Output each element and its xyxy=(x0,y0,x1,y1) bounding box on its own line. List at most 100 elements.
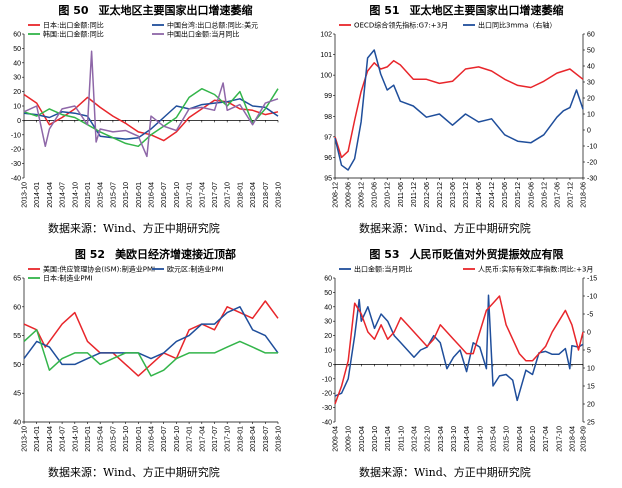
legend-entry: 韩国:出口金额:同比 xyxy=(43,30,104,39)
y-tick-label: 100 xyxy=(320,73,332,80)
y2-tick-label: 0 xyxy=(587,330,591,337)
x-tick-label: 2015-04 xyxy=(98,182,105,208)
y-tick-label: 96 xyxy=(324,155,332,162)
x-tick-label: 2015-04 xyxy=(490,426,497,452)
x-tick-label: 2018-01 xyxy=(237,426,244,452)
y2-tick-label: -15 xyxy=(587,276,597,283)
chart-panel-3: 图 52 美欧日经济增速接近顶部 40 45 50 55 60 65 2013-10 2014-… xyxy=(0,244,311,488)
x-tick-label: 2018-07 xyxy=(263,426,270,452)
y2-tick-label: 60 xyxy=(587,32,595,39)
x-tick-label: 2018-04 xyxy=(250,182,257,208)
y-tick-label: 0 xyxy=(17,118,21,125)
y-tick-label: -10 xyxy=(322,376,332,383)
legend-entry: 中国出口金额:当月同比 xyxy=(167,30,239,39)
line-chart: -40 -30 -20 -10 0 10 20 30 40 50 60 2013-10 2014-01 2… xyxy=(11,21,283,208)
y2-tick-label: 0 xyxy=(587,128,591,135)
x-tick-label: 2010-06 xyxy=(372,182,379,208)
x-tick-label: 2016-12 xyxy=(541,182,548,208)
x-tick-label: 2012-12 xyxy=(437,182,444,208)
x-tick-label: 2014-07 xyxy=(60,426,67,452)
y-tick-label: -20 xyxy=(11,147,21,154)
y2-tick-label: 10 xyxy=(587,366,595,373)
y2-tick-label: -5 xyxy=(587,312,593,319)
x-tick-label: 2015-10 xyxy=(504,426,511,452)
x-tick-label: 2009-04 xyxy=(333,426,340,452)
x-tick-label: 2014-06 xyxy=(476,182,483,208)
x-tick-label: 2016-07 xyxy=(161,426,168,452)
x-tick-label: 2018-04 xyxy=(569,426,576,452)
y-tick-label: 60 xyxy=(13,304,21,311)
x-tick-label: 2017-07 xyxy=(212,182,219,208)
x-tick-label: 2011-04 xyxy=(385,426,392,451)
y-tick-label: 40 xyxy=(13,60,21,67)
legend-entry: 美国:供应管理协会(ISM):制造业PMI xyxy=(43,265,155,274)
x-tick-label: 2012-06 xyxy=(424,182,431,208)
x-tick-label: 2018-01 xyxy=(237,182,244,208)
x-tick-label: 2009-06 xyxy=(346,182,353,208)
x-tick-label: 2016-10 xyxy=(530,426,537,452)
y-tick-label: 30 xyxy=(13,75,21,82)
x-tick-label: 2011-12 xyxy=(411,182,418,207)
y2-tick-label: -10 xyxy=(587,144,597,151)
y-tick-label: -40 xyxy=(322,420,332,427)
series-line xyxy=(334,49,584,171)
source-note: 数据来源：Wind、方正中期研究院 xyxy=(48,222,220,235)
x-tick-label: 2017-04 xyxy=(199,182,206,208)
series-line xyxy=(334,59,584,159)
y2-tick-label: -30 xyxy=(587,176,597,183)
x-tick-label: 2016-04 xyxy=(149,426,156,452)
y2-tick-label: 50 xyxy=(587,48,595,55)
y-tick-label: 102 xyxy=(320,32,332,39)
x-tick-label: 2014-01 xyxy=(34,426,41,452)
y-tick-label: 60 xyxy=(13,32,21,39)
legend-entry: 出口同比3mma（右轴） xyxy=(478,21,556,30)
y-tick-label: 20 xyxy=(324,333,332,340)
line-chart: -40 -30 -20 -10 0 10 20 30 40 50 60 -15 -10 -5 0 5 10 15 2… xyxy=(322,265,597,452)
y-tick-label: -30 xyxy=(11,161,21,168)
y-tick-label: 60 xyxy=(324,276,332,283)
series-line xyxy=(334,294,584,402)
y2-tick-label: -20 xyxy=(587,160,597,167)
y-tick-label: 10 xyxy=(324,348,332,355)
y2-tick-label: 20 xyxy=(587,96,595,103)
x-tick-label: 2017-12 xyxy=(567,182,574,208)
y-tick-label: -40 xyxy=(11,176,21,183)
series-line xyxy=(23,329,278,377)
chart-panel-1: 图 50 亚太地区主要国家出口增速萎缩 -40 -30 -20 -10 0 10 20 30 40… xyxy=(0,0,311,244)
y-tick-label: 45 xyxy=(13,391,21,398)
x-tick-label: 2010-04 xyxy=(359,426,366,452)
legend-entry: 日本:制造业PMI xyxy=(43,274,93,283)
x-tick-label: 2018-10 xyxy=(276,182,283,208)
x-tick-label: 2014-04 xyxy=(464,426,471,452)
x-tick-label: 2015-12 xyxy=(515,182,522,208)
x-tick-label: 2011-06 xyxy=(398,182,405,207)
x-tick-label: 2016-01 xyxy=(136,426,143,452)
y-tick-label: 98 xyxy=(324,114,332,121)
series-line xyxy=(23,50,279,158)
x-tick-label: 2017-04 xyxy=(543,426,550,452)
x-tick-label: 2014-07 xyxy=(60,182,67,208)
series-line xyxy=(23,87,279,148)
x-tick-label: 2014-01 xyxy=(34,182,41,208)
y-tick-label: -10 xyxy=(11,132,21,139)
y-tick-label: 50 xyxy=(13,362,21,369)
legend-entry: 日本:出口金额:同比 xyxy=(43,21,104,30)
series-line xyxy=(334,295,584,405)
x-tick-label: 2016-07 xyxy=(161,182,168,208)
y-tick-label: 99 xyxy=(324,93,332,100)
x-tick-label: 2009-12 xyxy=(359,182,366,208)
y-tick-label: 0 xyxy=(328,362,332,369)
y2-tick-label: 20 xyxy=(587,402,595,409)
y-tick-label: 65 xyxy=(13,276,21,283)
chart-title: 图 52 美欧日经济增速接近顶部 xyxy=(74,248,237,261)
series-line xyxy=(23,300,279,377)
legend-entry: 欧元区:制造业PMI xyxy=(167,265,224,274)
x-tick-label: 2016-10 xyxy=(174,426,181,452)
y2-tick-label: 25 xyxy=(587,420,595,427)
x-tick-label: 2011-10 xyxy=(398,426,405,451)
y2-tick-label: 5 xyxy=(587,348,591,355)
series-line xyxy=(23,306,279,366)
x-tick-label: 2015-07 xyxy=(110,182,117,208)
x-tick-label: 2017-10 xyxy=(225,182,232,208)
x-tick-label: 2008-12 xyxy=(333,182,340,208)
